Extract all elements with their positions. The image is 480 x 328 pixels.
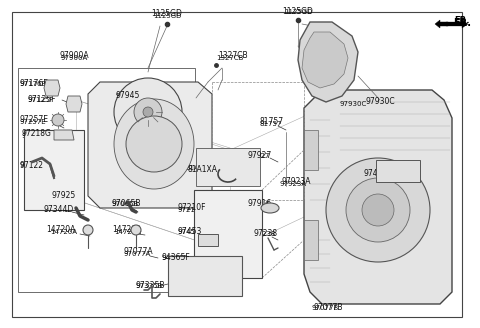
Text: 97210F: 97210F xyxy=(178,203,206,213)
Bar xyxy=(376,160,420,182)
Ellipse shape xyxy=(261,203,279,213)
Text: 14720A: 14720A xyxy=(50,229,77,235)
Circle shape xyxy=(346,178,410,242)
Bar xyxy=(198,234,218,246)
Polygon shape xyxy=(304,90,452,304)
Text: FR.: FR. xyxy=(453,18,471,28)
Text: 97900A: 97900A xyxy=(60,55,88,61)
Text: 97125F: 97125F xyxy=(28,97,54,103)
Circle shape xyxy=(326,158,430,262)
Polygon shape xyxy=(298,22,358,102)
Polygon shape xyxy=(54,130,74,140)
Text: 97077A: 97077A xyxy=(124,251,151,257)
Text: 97930C: 97930C xyxy=(366,97,396,107)
Circle shape xyxy=(134,98,162,126)
Ellipse shape xyxy=(114,99,194,189)
Text: 97077B: 97077B xyxy=(312,305,339,311)
Text: 97344D: 97344D xyxy=(44,206,74,215)
Text: 1327CB: 1327CB xyxy=(218,51,248,60)
Text: 1125GD: 1125GD xyxy=(152,10,182,18)
Text: 14720A: 14720A xyxy=(112,226,142,235)
Text: 97945: 97945 xyxy=(116,92,140,100)
Text: 97065B: 97065B xyxy=(112,201,139,207)
Polygon shape xyxy=(302,32,348,88)
Text: 97077B: 97077B xyxy=(314,303,344,313)
Polygon shape xyxy=(435,20,448,28)
Text: 97945: 97945 xyxy=(116,93,138,99)
Text: FR.: FR. xyxy=(454,16,469,25)
Text: 97122: 97122 xyxy=(20,160,44,170)
Text: 97927: 97927 xyxy=(247,153,269,159)
Text: 1125GD: 1125GD xyxy=(283,7,313,15)
Bar xyxy=(304,220,318,260)
Text: 81A1XA: 81A1XA xyxy=(188,166,218,174)
Bar xyxy=(168,256,242,296)
Text: 97125F: 97125F xyxy=(28,95,57,105)
Bar xyxy=(24,130,84,210)
Circle shape xyxy=(114,78,182,146)
Text: 97122: 97122 xyxy=(20,162,42,168)
Text: 1327CB: 1327CB xyxy=(216,55,243,61)
Text: 97453: 97453 xyxy=(178,229,200,235)
Text: 94365F: 94365F xyxy=(162,255,188,261)
Polygon shape xyxy=(446,20,468,28)
Text: 97344D: 97344D xyxy=(44,207,72,213)
Circle shape xyxy=(52,114,64,126)
Text: 97335B: 97335B xyxy=(136,281,166,291)
Text: 81757: 81757 xyxy=(260,117,284,127)
Text: 97473: 97473 xyxy=(360,175,383,181)
Text: 81A1XA: 81A1XA xyxy=(185,165,213,171)
Text: 97077A: 97077A xyxy=(124,248,154,256)
Text: 14720A: 14720A xyxy=(46,226,75,235)
Polygon shape xyxy=(88,82,212,208)
Text: 97900A: 97900A xyxy=(59,51,89,59)
Text: 97218G: 97218G xyxy=(22,133,50,139)
Bar xyxy=(304,130,318,170)
Text: 97916: 97916 xyxy=(248,201,271,207)
Text: 97916: 97916 xyxy=(248,199,272,209)
Circle shape xyxy=(143,107,153,117)
Text: 97176E: 97176E xyxy=(20,81,47,87)
Text: 81757: 81757 xyxy=(260,121,282,127)
Bar xyxy=(196,148,260,186)
Text: 97453: 97453 xyxy=(178,228,203,236)
Text: 97238: 97238 xyxy=(253,231,276,237)
Text: 97925: 97925 xyxy=(52,191,74,197)
Text: 97923A: 97923A xyxy=(280,181,307,187)
Text: 1125GD: 1125GD xyxy=(153,13,181,19)
Text: 97473: 97473 xyxy=(364,170,388,178)
Text: 97257E: 97257E xyxy=(20,119,47,125)
Text: 97065B: 97065B xyxy=(112,199,142,209)
Circle shape xyxy=(131,225,141,235)
Text: 97927: 97927 xyxy=(248,152,272,160)
Circle shape xyxy=(83,225,93,235)
Text: 97176E: 97176E xyxy=(20,79,49,89)
Text: 97238: 97238 xyxy=(254,230,278,238)
Text: 1125GD: 1125GD xyxy=(284,9,312,15)
Text: 97257E: 97257E xyxy=(20,115,49,125)
Text: 97930C: 97930C xyxy=(340,101,367,107)
Polygon shape xyxy=(66,96,82,112)
Text: 94365F: 94365F xyxy=(162,254,191,262)
Text: 14720A: 14720A xyxy=(114,229,141,235)
Text: 97210F: 97210F xyxy=(178,207,204,213)
Text: 97923A: 97923A xyxy=(282,177,312,187)
Polygon shape xyxy=(44,80,60,96)
Circle shape xyxy=(126,116,182,172)
Text: 97335B: 97335B xyxy=(136,283,163,289)
Circle shape xyxy=(362,194,394,226)
Text: 97218G: 97218G xyxy=(22,130,52,138)
Bar xyxy=(194,190,262,278)
Text: 97925: 97925 xyxy=(52,192,76,200)
